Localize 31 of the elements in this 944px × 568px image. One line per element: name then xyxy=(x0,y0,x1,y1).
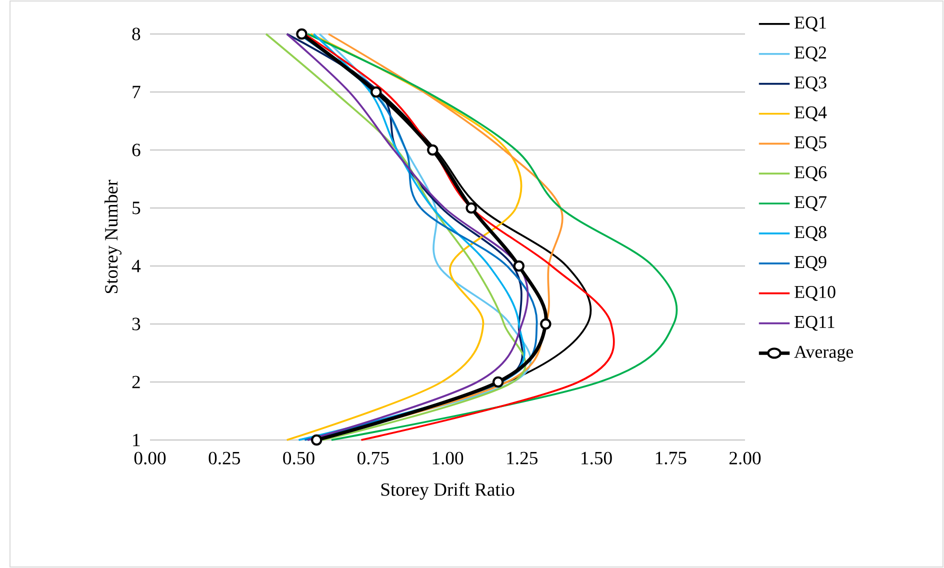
x-tick-label: 0.50 xyxy=(283,452,314,465)
y-tick-label: 2 xyxy=(132,376,140,388)
x-tick-label: 1.75 xyxy=(656,452,686,464)
legend-label: EQ6 xyxy=(794,166,827,182)
legend-label: EQ11 xyxy=(794,316,834,331)
x-tick-label: 1.00 xyxy=(432,452,464,465)
y-tick-label: 6 xyxy=(132,144,140,156)
legend-label: EQ7 xyxy=(794,196,827,211)
x-tick-label: 2.00 xyxy=(729,452,761,465)
legend-label: EQ9 xyxy=(794,256,826,271)
legend-label: EQ8 xyxy=(794,226,826,241)
y-axis-title: Storey Number xyxy=(104,180,122,294)
y-tick-label: 1 xyxy=(133,434,140,446)
x-tick-label: 1.50 xyxy=(582,452,612,465)
legend-label: EQ4 xyxy=(794,106,827,122)
legend-label: EQ10 xyxy=(794,286,836,301)
x-tick-label: 0.25 xyxy=(208,452,240,465)
legend-label: EQ5 xyxy=(794,136,826,152)
x-tick-label: 1.25 xyxy=(507,452,538,464)
y-tick-label: 4 xyxy=(132,260,141,272)
x-tick-label: 0.75 xyxy=(358,452,389,465)
x-tick-label: 0.00 xyxy=(134,452,166,465)
y-tick-label: 8 xyxy=(132,28,140,40)
legend-label: EQ2 xyxy=(794,46,826,62)
y-tick-label: 3 xyxy=(132,318,140,330)
y-tick-label: 5 xyxy=(132,202,140,214)
legend-label: EQ1 xyxy=(794,16,826,32)
y-tick-label: 7 xyxy=(132,86,140,98)
legend-label: Average xyxy=(794,346,854,362)
x-axis-title: Storey Drift Ratio xyxy=(381,482,514,500)
legend-label: EQ3 xyxy=(794,76,826,92)
